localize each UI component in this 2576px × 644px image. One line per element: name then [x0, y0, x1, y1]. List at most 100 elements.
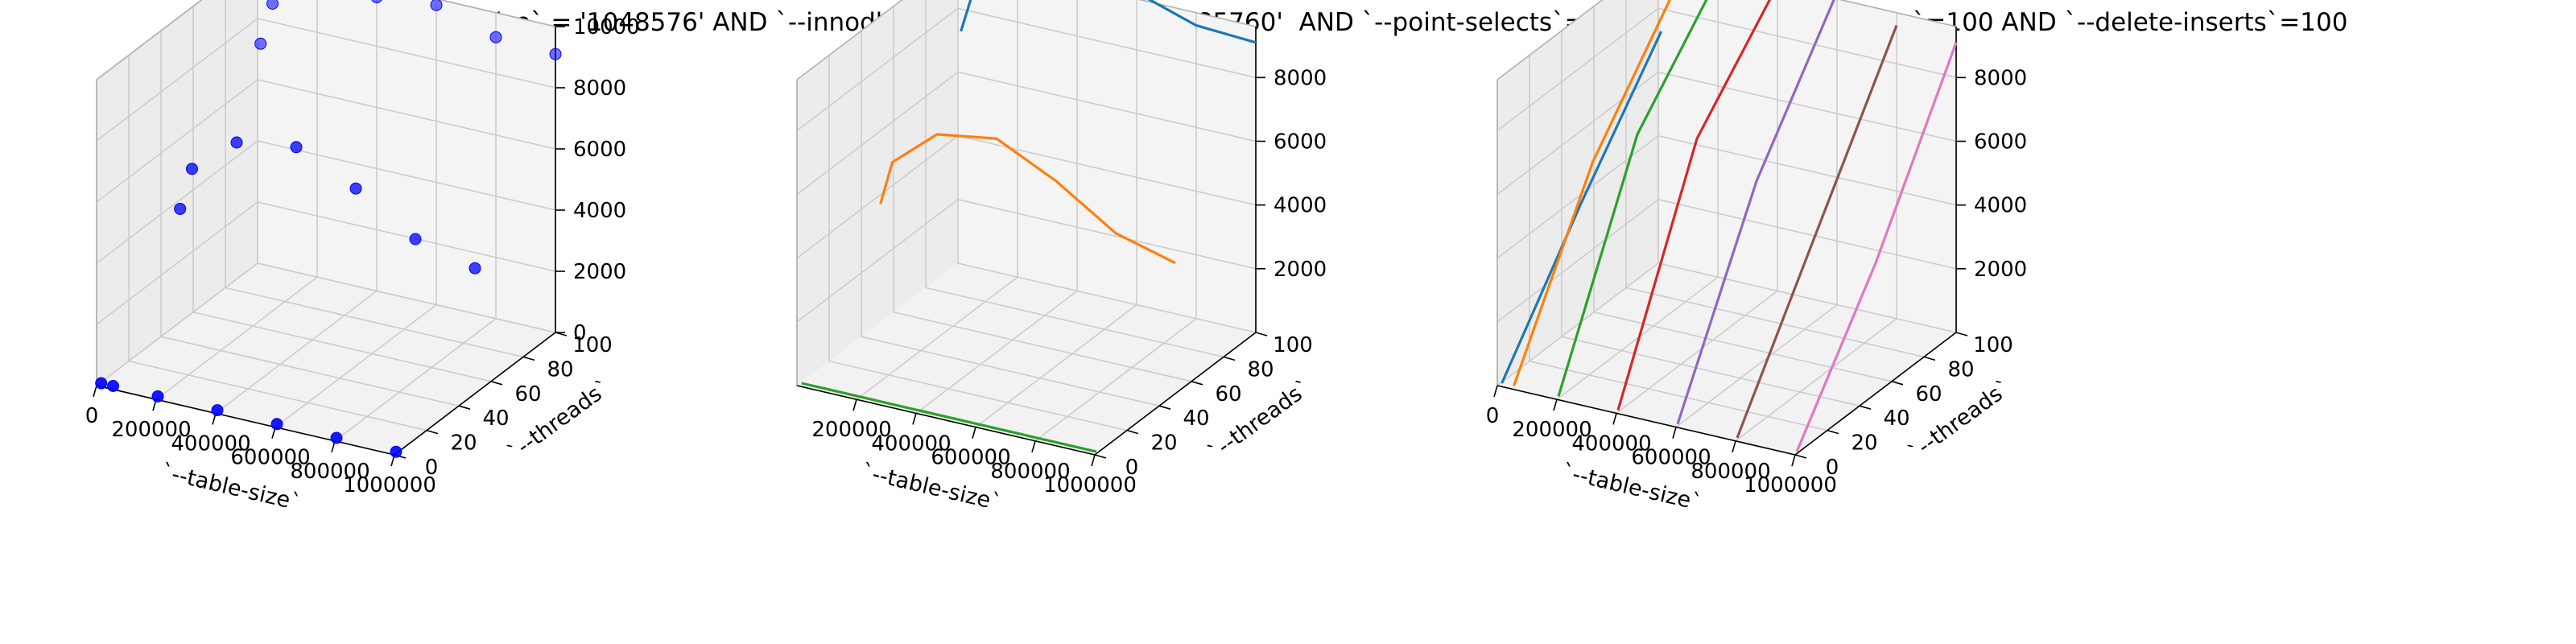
z-tick-label: 4000 — [1274, 194, 1327, 218]
grid-line-y — [957, 0, 1257, 333]
series-line-4 — [1616, 0, 1772, 411]
y-tick-label: 0 — [425, 456, 439, 480]
x-axis-line — [96, 385, 395, 456]
grid-line-y — [1593, 6, 1893, 382]
x-tick-mark — [1732, 440, 1736, 453]
axes-3d-3: 0200000400000600000800000100000002040608… — [1486, 0, 2027, 516]
y-tick-label: 80 — [1947, 357, 1974, 382]
scatter-point — [174, 202, 187, 215]
x-tick-label: 400000 — [171, 431, 250, 456]
y-tick-mark — [1158, 405, 1171, 410]
floor-pane — [1497, 263, 1956, 455]
y-tick-mark — [1255, 332, 1268, 336]
y-tick-label: 100 — [1973, 333, 2013, 357]
x-tick-label: 800000 — [990, 460, 1070, 484]
z-tick-label: 6000 — [1274, 130, 1327, 155]
grid-line-y — [925, 0, 1224, 358]
y-tick-mark — [1094, 454, 1107, 459]
scatter-point — [469, 262, 481, 275]
y-tick-label: 20 — [450, 431, 477, 456]
y-axis-line — [1794, 332, 1957, 456]
y-tick-label: 20 — [1150, 431, 1177, 456]
z-tick-label: 4000 — [1974, 194, 2027, 218]
x-tick-label: 600000 — [1631, 446, 1711, 470]
x-tick-label: 200000 — [111, 418, 191, 442]
grid-line-z — [1496, 7, 1957, 131]
y-tick-mark — [1191, 381, 1203, 386]
scatter-point — [186, 163, 198, 175]
scatter-point — [211, 404, 224, 417]
scatter-point — [230, 136, 243, 149]
z-tick-label: 6000 — [1974, 130, 2027, 155]
x-tick-label: 800000 — [1690, 460, 1770, 484]
x-tick-label: 600000 — [931, 446, 1010, 470]
scatter-point — [390, 445, 402, 458]
y-tick-label: 40 — [1883, 407, 1909, 431]
y-tick-label: 100 — [572, 333, 613, 357]
axes-3d-2: 2000004000006000008000001000000020406080… — [796, 0, 1327, 516]
x-tick-label: 200000 — [811, 418, 891, 442]
y-tick-mark — [1859, 405, 1872, 410]
x-tick-mark — [1553, 398, 1558, 411]
grid-line-z — [96, 18, 556, 142]
y-tick-label: 20 — [1851, 431, 1877, 456]
scatter-point — [254, 37, 267, 50]
grid-line-z — [1496, 71, 1957, 196]
grid-line-z — [796, 198, 1257, 323]
grid-line-y — [1529, 55, 1828, 431]
scatter-point — [349, 182, 362, 195]
x-tick-mark — [912, 413, 917, 425]
scatter-point — [330, 431, 343, 444]
series-line-1 — [1501, 31, 1663, 384]
y-tick-label: 0 — [1826, 456, 1839, 480]
z-tick-label: 2000 — [1974, 258, 2027, 282]
scatter-point — [95, 377, 108, 390]
y-tick-label: 0 — [1125, 456, 1139, 480]
x-tick-mark — [972, 427, 976, 439]
series-line-3 — [1557, 0, 1708, 397]
left-wall-pane — [97, 0, 258, 386]
series-line-2 — [1512, 0, 1671, 386]
y-tick-label: 100 — [1273, 333, 1313, 357]
x-tick-mark — [1612, 413, 1617, 425]
x-tick-label: 400000 — [1571, 431, 1651, 456]
x-tick-mark — [1791, 454, 1796, 467]
z-tick-label: 2000 — [573, 260, 626, 284]
scatter-point — [290, 141, 303, 154]
scatter-point — [107, 380, 119, 392]
y-tick-label: 60 — [1915, 382, 1942, 407]
z-tick-label: 2000 — [1274, 258, 1327, 282]
y-tick-mark — [1126, 429, 1139, 435]
y-tick-mark — [1794, 454, 1807, 459]
y-tick-mark — [1223, 356, 1236, 361]
y-tick-mark — [1923, 356, 1936, 361]
scatter-point — [266, 0, 279, 10]
z-tick-label: 0 — [573, 321, 587, 345]
x-tick-mark — [852, 398, 857, 411]
x-axis-line — [1496, 385, 1796, 456]
series-line-2 — [879, 133, 1176, 265]
y-tick-mark — [1955, 332, 1968, 336]
scatter-point — [409, 233, 422, 246]
y-tick-mark — [458, 405, 471, 410]
x-tick-label: 1000000 — [1043, 473, 1137, 497]
y-tick-mark — [426, 429, 439, 435]
grid-line-z — [796, 7, 1257, 131]
series-line-1 — [960, 0, 1257, 44]
left-wall-pane — [797, 0, 958, 386]
y-tick-label: 40 — [1183, 407, 1209, 431]
grid-line-y — [1625, 0, 1925, 358]
scatter-point — [371, 0, 382, 4]
grid-line-z — [96, 262, 556, 386]
floor-pane — [797, 263, 1256, 455]
x-tick-label: 600000 — [230, 446, 310, 470]
grid-line-z — [96, 140, 556, 264]
z-tick-label: 8000 — [1974, 66, 2027, 90]
y-tick-mark — [490, 381, 503, 386]
back-wall-pane — [258, 0, 555, 332]
grid-line-z — [96, 79, 556, 203]
y-axis-line — [394, 332, 556, 456]
grid-line-z — [796, 71, 1257, 196]
z-tick-label: 4000 — [573, 199, 626, 223]
scatter-point — [270, 418, 283, 431]
